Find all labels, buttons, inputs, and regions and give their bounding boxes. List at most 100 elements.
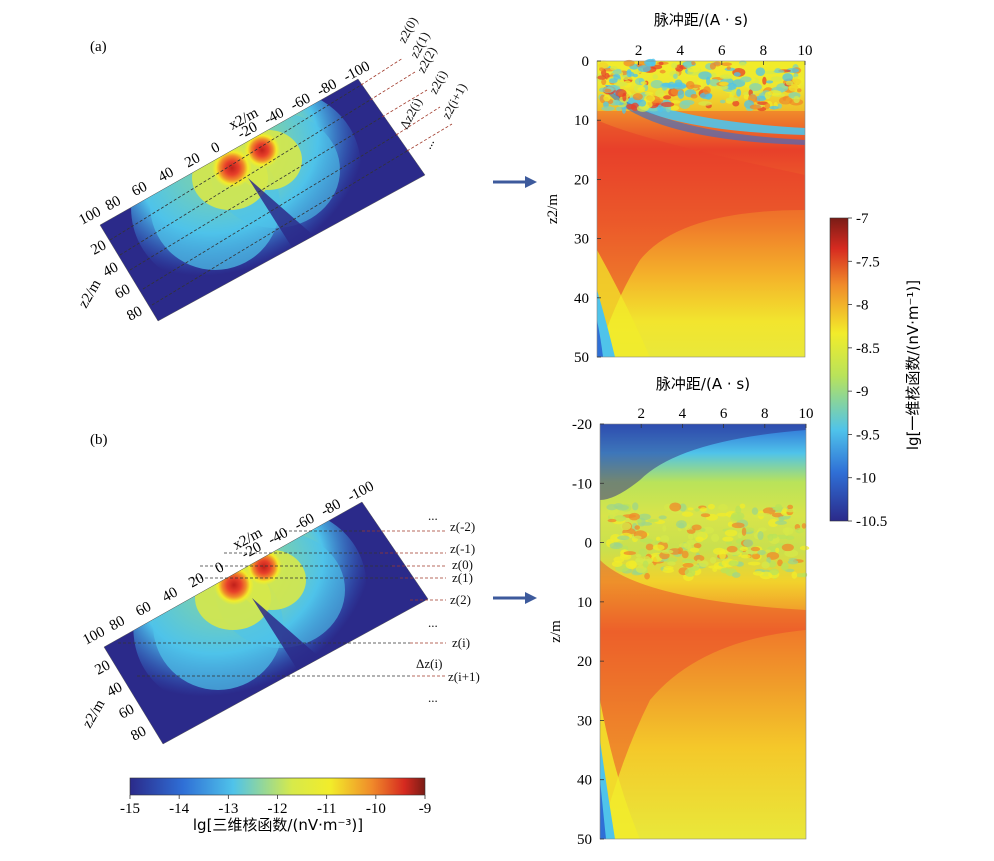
a-1d-xtick-label: 2 [635,43,643,59]
colorbar-1d-tick-label: -9 [856,384,869,400]
speckle [660,101,675,108]
speckle [687,66,701,73]
speckle [650,79,664,89]
speckle [622,514,637,518]
speckle [787,504,794,510]
speckle [726,66,731,70]
speckle [642,560,649,568]
colorbar-3d-tick-label: -12 [268,801,288,817]
b-3d-xtick-label: 0 [213,559,227,577]
speckle [705,93,712,100]
speckle [681,550,689,559]
speckle [607,84,621,91]
speckle [698,560,709,568]
speckle [691,524,702,531]
speckle [612,69,622,75]
speckle [597,60,610,69]
a-3d-ylabel: z2/m [76,277,105,311]
speckle [749,83,762,91]
speckle [608,78,618,84]
b-1d-ytick-label: 40 [577,773,592,789]
speckle [658,515,667,520]
speckle [761,561,770,569]
speckle [604,88,612,93]
speckle [709,556,717,564]
speckle [769,105,779,110]
speckle [626,69,632,77]
colorbar-1d-tick-label: -7.5 [856,254,880,270]
speckle [657,104,664,113]
speckle [633,535,642,540]
speckle [732,572,741,578]
a-1d-ylabel: z2/m [545,194,561,224]
speckle [609,66,618,71]
a-1d-kernel-heatmap [596,58,806,358]
colorbar-3d-label: lg[三维核函数/(nV·m⁻³)] [193,816,363,834]
speckle [623,551,636,556]
speckle [765,549,771,553]
speckle [690,94,698,99]
b-noise-zone [606,502,810,582]
a-3d-xtick-label: 40 [156,164,177,185]
speckle [743,539,754,548]
speckle [684,568,696,577]
speckle [731,522,745,529]
speckle [645,543,654,551]
a-1d-ytick-label: 20 [574,172,589,188]
speckle [667,561,676,566]
b-3d-xtick-label: 60 [133,599,154,620]
speckle [644,572,650,580]
speckle [740,554,751,559]
speckle [736,88,742,97]
speckle [699,507,707,512]
speckle [757,527,767,532]
speckle [635,554,642,558]
speckle [730,514,743,522]
speckle [784,527,790,536]
speckle [636,518,642,523]
a-3d-xtick-label: 60 [129,179,150,200]
a-1d-xlabel: 脉冲距/(A · s) [654,11,748,29]
speckle [644,59,655,67]
colorbar-1d-tick-label: -10 [856,471,876,487]
speckle [778,516,785,522]
b-1d-ytick-label: 10 [577,595,592,611]
speckle [724,529,738,537]
speckle [694,508,700,512]
arrow-a [493,176,537,188]
speckle [801,523,807,529]
a-3d-xtick-label: 80 [103,193,124,214]
b-1d-ytick-label: -10 [572,476,592,492]
speckle [771,533,778,539]
speckle [781,543,794,552]
speckle [672,82,687,90]
b-1d-ytick-label: 0 [585,536,593,552]
speckle [658,61,664,66]
speckle [725,97,739,102]
speckle [653,98,664,104]
speckle [713,547,726,555]
b-1d-ytick-label: 50 [577,832,592,848]
b-1d-ytick-label: -20 [572,417,592,433]
speckle [687,533,694,540]
speckle [636,105,649,112]
a-3d-ytick-label: 20 [88,237,109,258]
b-3d-xtick-label: -100 [345,478,377,505]
speckle [784,549,799,558]
speckle [652,544,665,551]
a-3d-xtick-label: 20 [182,150,203,171]
speckle [661,83,671,87]
arrow-b [493,592,537,604]
b-3d-xtick-label: 20 [186,570,207,591]
speckle [719,81,729,86]
speckle [640,81,647,85]
colorbar-1d-tick-label: -7 [856,211,869,227]
speckle [615,89,627,97]
speckle [663,95,672,100]
b-layer-label: z(0) [452,557,473,572]
speckle [781,562,789,571]
speckle [726,82,737,91]
speckle [718,503,728,511]
speckle [634,525,641,530]
speckle [755,67,766,77]
